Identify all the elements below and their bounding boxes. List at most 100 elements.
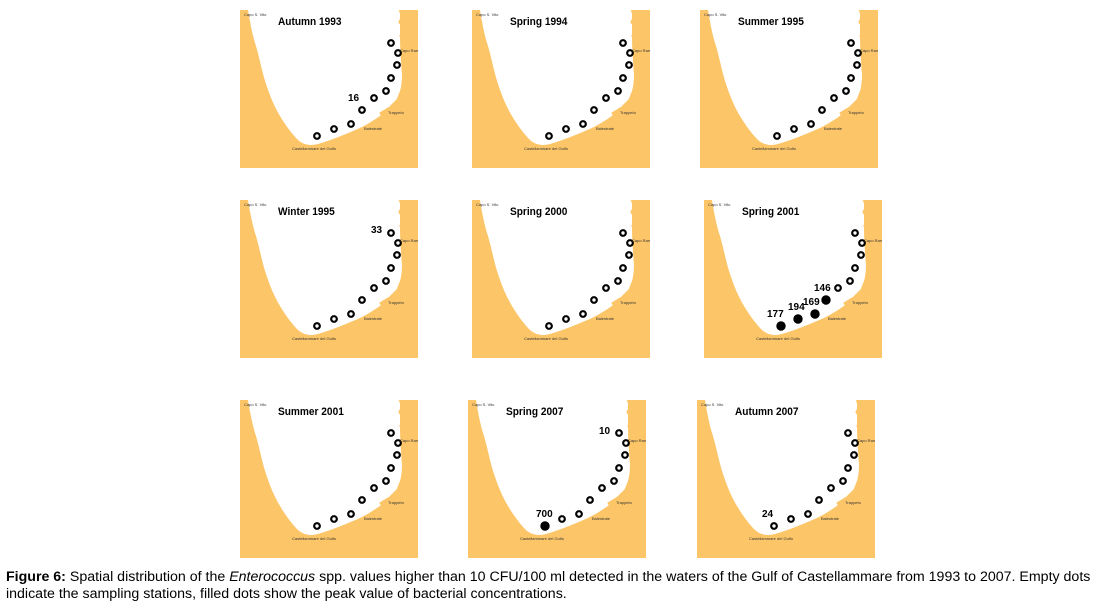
station-value-label: 177 xyxy=(767,309,784,320)
station-dot-empty xyxy=(394,49,402,57)
station-dot-empty xyxy=(370,284,378,292)
place-label-capo-rama: Capo Rama xyxy=(860,48,878,53)
station-dot-empty xyxy=(347,510,355,518)
place-label-castellammare: Castellammare del Golfo xyxy=(752,146,797,151)
station-dot-empty xyxy=(382,477,390,485)
place-label-balestrate: Balestrate xyxy=(824,126,843,131)
station-dot-empty xyxy=(370,484,378,492)
station-dot-empty xyxy=(851,439,859,447)
station-dot-empty xyxy=(619,74,627,82)
station-value-label: 700 xyxy=(536,509,553,520)
map-panel-8: Spring 2007 Capo S. Vito Capo Rama Trappeto… xyxy=(468,400,646,558)
map-panel-5: Spring 2000 Capo S. Vito Capo Rama Trappeto… xyxy=(472,200,650,358)
place-label-balestrate: Balestrate xyxy=(592,516,611,521)
place-label-balestrate: Balestrate xyxy=(821,516,840,521)
station-dot-empty xyxy=(579,120,587,128)
place-label-trappeto: Trappeto xyxy=(616,500,632,505)
place-label-capo: Capo S. Vito xyxy=(244,202,267,207)
place-label-trappeto: Trappeto xyxy=(620,110,636,115)
station-dot-empty xyxy=(615,429,623,437)
station-dot-empty xyxy=(313,522,321,530)
map-svg xyxy=(240,400,418,558)
station-dot-filled xyxy=(821,295,831,305)
place-label-castellammare: Castellammare del Golfo xyxy=(292,146,337,151)
station-dot-empty xyxy=(770,522,778,530)
station-dot-empty xyxy=(347,310,355,318)
map-svg xyxy=(240,200,418,358)
map-svg xyxy=(472,200,650,358)
station-dot-empty xyxy=(844,464,852,472)
station-dot-filled xyxy=(540,521,550,531)
place-label-capo: Capo S. Vito xyxy=(472,402,495,407)
place-label-trappeto: Trappeto xyxy=(852,300,868,305)
station-dot-empty xyxy=(787,515,795,523)
coastline-detail xyxy=(611,10,641,116)
panel-title: Autumn 1993 xyxy=(278,16,342,28)
map-panel-1: Autumn 1993 Capo S. Vito Capo Rama Trappeto… xyxy=(240,10,418,168)
caption-italic: Enterococcus xyxy=(229,569,316,585)
station-dot-empty xyxy=(387,429,395,437)
station-dot-empty xyxy=(844,429,852,437)
station-dot-empty xyxy=(853,61,861,69)
station-dot-empty xyxy=(387,264,395,272)
map-svg xyxy=(704,200,882,358)
place-label-capo-rama: Capo Rama xyxy=(632,238,650,243)
place-label-trappeto: Trappeto xyxy=(620,300,636,305)
station-dot-empty xyxy=(590,296,598,304)
station-dot-filled xyxy=(776,321,786,331)
station-dot-empty xyxy=(614,87,622,95)
station-dot-empty xyxy=(625,251,633,259)
place-label-balestrate: Balestrate xyxy=(596,126,615,131)
coastline-detail xyxy=(379,10,409,116)
station-dot-empty xyxy=(558,515,566,523)
station-dot-empty xyxy=(579,310,587,318)
place-label-capo: Capo S. Vito xyxy=(701,402,724,407)
station-dot-empty xyxy=(857,251,865,259)
coastline-detail xyxy=(843,200,873,306)
station-value-label: 169 xyxy=(803,297,820,308)
station-dot-empty xyxy=(393,451,401,459)
place-label-capo: Capo S. Vito xyxy=(244,402,267,407)
station-dot-empty xyxy=(773,132,781,140)
station-dot-empty xyxy=(387,39,395,47)
station-dot-empty xyxy=(615,464,623,472)
station-dot-empty xyxy=(313,132,321,140)
map-svg xyxy=(468,400,646,558)
station-dot-empty xyxy=(358,296,366,304)
panel-title: Spring 2007 xyxy=(506,406,564,418)
map-svg xyxy=(240,10,418,168)
station-dot-empty xyxy=(387,229,395,237)
station-dot-empty xyxy=(330,125,338,133)
station-dot-empty xyxy=(602,94,610,102)
place-label-capo-rama: Capo Rama xyxy=(400,438,418,443)
coastline-detail xyxy=(611,200,641,306)
place-label-balestrate: Balestrate xyxy=(364,316,383,321)
map-svg xyxy=(472,10,650,168)
place-label-capo-rama: Capo Rama xyxy=(400,48,418,53)
station-dot-empty xyxy=(807,120,815,128)
station-dot-empty xyxy=(382,277,390,285)
station-dot-empty xyxy=(545,322,553,330)
place-label-castellammare: Castellammare del Golfo xyxy=(756,336,801,341)
caption-text-after: spp. values higher than 10 CFU/100 ml de… xyxy=(6,569,1091,602)
station-dot-filled xyxy=(793,314,803,324)
place-label-castellammare: Castellammare del Golfo xyxy=(292,336,337,341)
place-label-capo-rama: Capo Rama xyxy=(632,48,650,53)
place-label-capo: Capo S. Vito xyxy=(244,12,267,17)
station-value-label: 33 xyxy=(371,225,383,236)
panel-title: Spring 2000 xyxy=(510,206,568,218)
panel-title: Summer 2001 xyxy=(278,406,344,418)
station-dot-empty xyxy=(358,106,366,114)
place-label-trappeto: Trappeto xyxy=(388,300,404,305)
station-value-label: 194 xyxy=(788,302,805,313)
station-dot-filled xyxy=(810,309,820,319)
station-dot-empty xyxy=(827,484,835,492)
station-dot-empty xyxy=(851,264,859,272)
place-label-capo-rama: Capo Rama xyxy=(628,438,646,443)
station-value-label: 24 xyxy=(762,509,774,520)
station-dot-empty xyxy=(586,496,594,504)
place-label-capo: Capo S. Vito xyxy=(476,12,499,17)
coastline-detail xyxy=(839,10,869,116)
station-dot-empty xyxy=(619,264,627,272)
place-label-castellammare: Castellammare del Golfo xyxy=(524,146,569,151)
